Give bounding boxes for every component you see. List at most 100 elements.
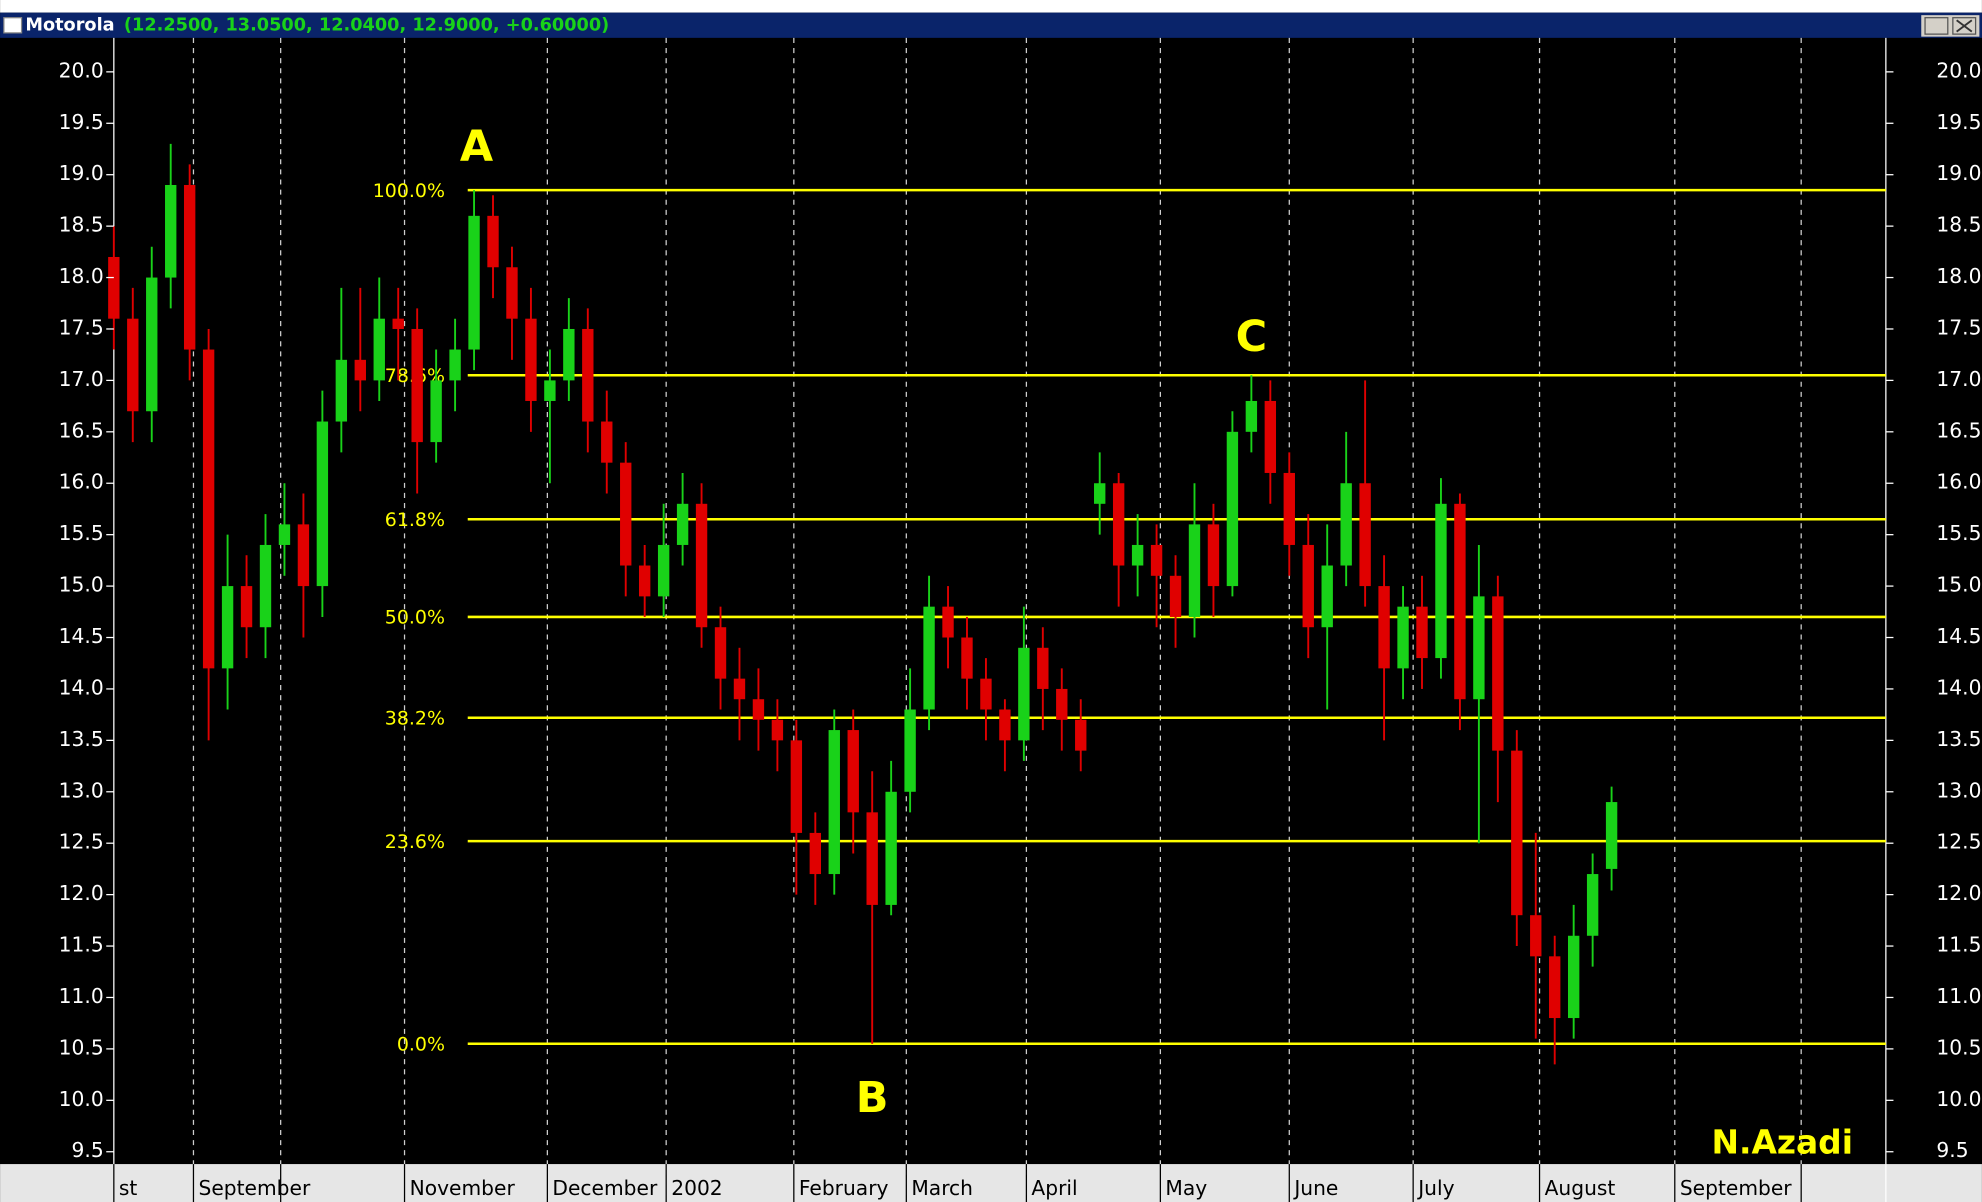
candle-body — [563, 328, 575, 381]
candle-body — [221, 586, 234, 669]
y2-tick-label: 15.0 — [1936, 573, 1981, 597]
candle-body — [316, 421, 329, 587]
y-tick-label: 10.0 — [59, 1087, 104, 1111]
candle-body — [411, 328, 423, 443]
x-tick-label: May — [1165, 1176, 1207, 1200]
y2-tick-label: 19.0 — [1936, 161, 1981, 185]
candle-body — [1492, 596, 1504, 751]
x-tick-label: March — [911, 1176, 973, 1200]
candle-body — [1169, 575, 1182, 617]
y-tick-label: 16.5 — [59, 418, 104, 442]
candle-body — [354, 359, 366, 381]
candle-body — [1567, 935, 1580, 1019]
y2-tick-label: 15.5 — [1936, 521, 1981, 545]
candle-body — [942, 606, 954, 638]
candle-body — [866, 812, 878, 905]
x-tick-label: September — [1680, 1176, 1792, 1200]
candle-body — [1112, 483, 1125, 566]
top-strip — [0, 0, 1982, 13]
x-axis-band — [0, 1164, 1982, 1202]
x-tick-label: st — [119, 1176, 138, 1200]
y-tick-label: 12.0 — [59, 881, 104, 905]
y-tick-label: 12.5 — [59, 830, 104, 854]
y-tick-label: 18.0 — [59, 264, 104, 288]
y-tick-label: 11.0 — [59, 984, 104, 1008]
y-tick-label: 20.0 — [59, 58, 104, 82]
candle-body — [1435, 503, 1447, 659]
candles — [108, 143, 1618, 1065]
x-tick-label: February — [799, 1176, 889, 1200]
candle-body — [525, 318, 537, 401]
x-tick-label: August — [1545, 1176, 1616, 1200]
y-tick-label: 11.5 — [59, 933, 104, 957]
y-tick-label: 10.5 — [59, 1035, 104, 1059]
y-tick-label: 18.5 — [59, 213, 104, 237]
y2-tick-label: 10.0 — [1936, 1087, 1981, 1111]
maximize-button[interactable] — [1924, 17, 1949, 35]
candle-body — [1473, 596, 1485, 700]
y2-tick-label: 10.5 — [1936, 1035, 1981, 1059]
candle-body — [1321, 565, 1333, 628]
quote: (12.2500, 13.0500, 12.0400, 12.9000, +0.… — [124, 15, 609, 35]
watermark: N.Azadi — [1711, 1122, 1852, 1161]
candle-body — [487, 215, 499, 268]
candle-body — [752, 699, 765, 720]
candle-body — [1586, 874, 1599, 936]
y2-tick-label: 12.5 — [1936, 830, 1981, 854]
candle-body — [657, 544, 670, 597]
candle-body — [809, 832, 822, 875]
y-tick-label: 13.5 — [59, 727, 104, 751]
y2-tick-label: 12.0 — [1936, 881, 1981, 905]
candle-body — [392, 318, 404, 329]
y-tick-label: 14.5 — [59, 624, 104, 648]
candle-body — [828, 730, 840, 875]
candle-body — [790, 740, 803, 833]
candle-body — [1302, 544, 1314, 628]
fib-label: 23.6% — [385, 831, 445, 853]
candle-body — [544, 380, 556, 401]
candle-body — [1454, 503, 1466, 700]
candle-body — [1359, 483, 1371, 587]
x-tick-label: June — [1292, 1176, 1338, 1200]
candle-body — [1511, 750, 1523, 916]
y2-tick-label: 13.0 — [1936, 778, 1981, 802]
y-tick-label: 15.5 — [59, 521, 104, 545]
annotation: B — [856, 1073, 889, 1123]
fib-label: 61.8% — [385, 509, 445, 531]
candle-body — [676, 503, 689, 545]
candle-body — [923, 606, 935, 710]
candle-body — [373, 318, 385, 381]
candle-body — [1075, 719, 1087, 751]
y-tick-label: 13.0 — [59, 778, 104, 802]
y2-tick-label: 20.0 — [1936, 58, 1981, 82]
candle-body — [771, 719, 784, 741]
candle-body — [165, 184, 177, 278]
window-title-bar — [0, 12, 1982, 38]
candle-body — [468, 215, 480, 350]
candle-body — [1018, 647, 1030, 741]
candle-body — [1094, 483, 1106, 504]
candle-body — [1188, 524, 1201, 617]
y2-tick-label: 19.5 — [1936, 110, 1981, 134]
candle-body — [108, 256, 120, 319]
y-tick-label: 16.0 — [59, 470, 104, 494]
candle-body — [1150, 544, 1163, 576]
candle-body — [1131, 544, 1144, 566]
candle-body — [1037, 647, 1049, 689]
candle-body — [1397, 606, 1409, 669]
y2-tick-label: 13.5 — [1936, 727, 1981, 751]
candle-body — [1340, 483, 1352, 566]
candle-body — [1283, 472, 1295, 545]
y-tick-label: 17.0 — [59, 367, 104, 391]
y2-tick-label: 9.5 — [1936, 1138, 1968, 1162]
fib-label: 100.0% — [373, 180, 445, 202]
candle-body — [449, 349, 461, 381]
candle-body — [1378, 586, 1390, 669]
candle-body — [638, 565, 651, 597]
y2-tick-label: 17.5 — [1936, 315, 1981, 339]
candle-body — [1264, 400, 1277, 473]
candle-body — [335, 359, 348, 422]
candle-body — [146, 277, 158, 412]
